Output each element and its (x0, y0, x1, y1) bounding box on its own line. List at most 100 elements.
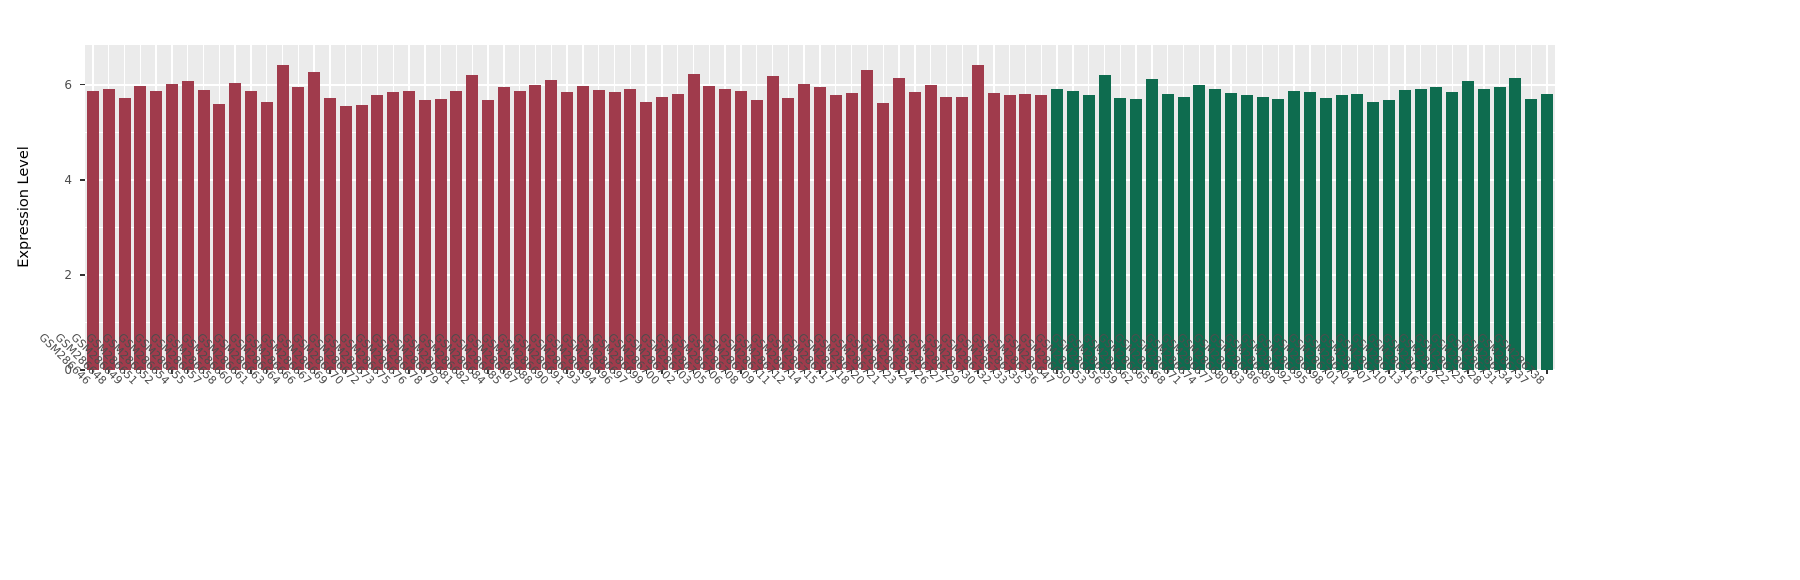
x-tick (1088, 370, 1090, 374)
x-tick (266, 370, 268, 374)
x-tick (187, 370, 189, 374)
bar (1066, 90, 1079, 370)
bar (719, 88, 732, 370)
bar (750, 100, 763, 370)
bar (513, 90, 526, 370)
bar (1477, 88, 1490, 370)
bar (197, 89, 210, 370)
x-tick (1530, 370, 1532, 374)
x-tick (1135, 370, 1137, 374)
bar (1351, 94, 1364, 370)
x-tick (645, 370, 647, 374)
x-tick (1546, 370, 1548, 374)
bar (1398, 89, 1411, 370)
bar (323, 98, 336, 370)
x-axis: GSM286646 GSM286648 GSM286649 GSM286651 GSM2… (36, 331, 1555, 530)
x-tick (281, 370, 284, 374)
bar (545, 80, 558, 370)
x-tick (313, 370, 315, 374)
x-tick (503, 370, 505, 374)
x-tick (677, 370, 679, 374)
y-tick-label: 6 (64, 77, 72, 92)
x-tick (993, 370, 995, 374)
y-tick-label: 0 (64, 363, 72, 377)
bar (624, 88, 637, 370)
x-tick (1372, 370, 1374, 374)
bar (1493, 87, 1506, 370)
x-tick (550, 370, 552, 374)
x-tick (1435, 370, 1438, 374)
x-tick (218, 370, 220, 374)
x-tick (866, 370, 868, 374)
y-tick (80, 274, 85, 276)
bar (576, 85, 589, 370)
bar (813, 87, 826, 370)
x-tick (1151, 370, 1153, 374)
x-tick (1167, 370, 1169, 374)
bar (1541, 94, 1554, 370)
grid-line-major (85, 84, 1555, 86)
bar (1240, 95, 1253, 370)
bar (734, 90, 747, 370)
x-tick (92, 370, 94, 374)
bar (260, 101, 273, 370)
x-tick (1467, 370, 1469, 374)
bar (956, 96, 969, 370)
bar (102, 88, 115, 370)
bar (1114, 98, 1127, 370)
bar (845, 93, 858, 370)
bar (703, 85, 716, 370)
x-tick (756, 370, 758, 374)
bar (165, 83, 178, 370)
y-axis: 0 2 4 6 (0, 45, 85, 377)
bar (339, 106, 352, 370)
bar (1272, 99, 1285, 370)
bar (134, 86, 147, 370)
x-tick (724, 370, 726, 374)
bar (655, 96, 668, 370)
x-tick (771, 370, 774, 374)
x-tick (1198, 370, 1200, 374)
bar (1414, 88, 1427, 370)
x-tick (613, 370, 616, 374)
x-tick (1214, 370, 1216, 374)
bar (877, 102, 890, 370)
x-tick (1309, 370, 1311, 374)
bar (308, 71, 321, 370)
x-tick (1341, 370, 1343, 374)
y-tick (80, 369, 85, 371)
bar (1525, 99, 1538, 370)
bar (1145, 79, 1158, 370)
x-tick (471, 370, 473, 374)
x-tick (250, 370, 252, 374)
x-tick (945, 370, 948, 374)
bar (150, 90, 163, 370)
bar (418, 100, 431, 370)
bar (972, 64, 985, 370)
x-tick (1514, 370, 1517, 374)
bar (1209, 88, 1222, 370)
x-tick (629, 370, 631, 374)
bar (640, 101, 653, 370)
x-tick (692, 370, 695, 374)
bar (229, 82, 242, 370)
x-tick (202, 370, 205, 374)
bar (829, 95, 842, 370)
x-tick (930, 370, 932, 374)
x-tick (1483, 370, 1485, 374)
bar (1288, 90, 1301, 370)
bar (987, 93, 1000, 370)
bar (244, 90, 257, 370)
x-tick (598, 370, 600, 374)
x-tick (455, 370, 458, 374)
x-tick (297, 370, 299, 374)
bar (1003, 95, 1016, 370)
x-tick (1451, 370, 1453, 374)
y-tick (80, 179, 85, 181)
bar (1383, 100, 1396, 370)
bar (387, 92, 400, 370)
x-tick (566, 370, 568, 374)
bar (1019, 94, 1032, 370)
bar (355, 105, 368, 370)
x-tick (1246, 370, 1248, 374)
